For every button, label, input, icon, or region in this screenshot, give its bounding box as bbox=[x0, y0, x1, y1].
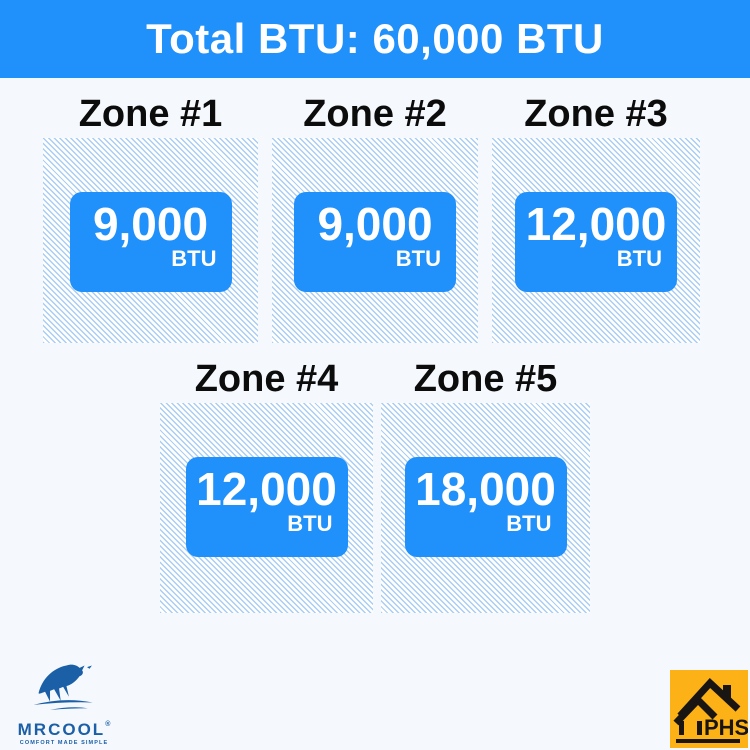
header-banner: Total BTU: 60,000 BTU bbox=[0, 0, 750, 78]
zone-title: Zone #3 bbox=[524, 93, 668, 135]
btu-value: 18,000 bbox=[415, 463, 556, 515]
btu-badge: 18,000 BTU bbox=[404, 457, 567, 557]
mrcool-wordmark: MRCOOL® bbox=[17, 720, 111, 739]
zone-hatch-panel: 9,000 BTU bbox=[272, 138, 478, 343]
btu-badge: 9,000 BTU bbox=[294, 192, 456, 292]
mrcool-logo: MRCOOL® COMFORT MADE SIMPLE bbox=[14, 656, 114, 746]
zone-card-5: Zone #5 18,000 BTU bbox=[381, 358, 590, 613]
btu-unit: BTU bbox=[287, 511, 333, 536]
btu-unit: BTU bbox=[616, 246, 662, 271]
registered-trademark-mark: ® bbox=[105, 721, 111, 728]
zone-card-4: Zone #4 12,000 BTU bbox=[160, 358, 373, 613]
zone-title: Zone #1 bbox=[78, 93, 223, 135]
zone-card-3: Zone #3 12,000 BTU bbox=[492, 93, 700, 343]
zone-card-1: Zone #1 9,000 BTU bbox=[43, 93, 258, 343]
zone-title: Zone #2 bbox=[303, 93, 447, 135]
zone-title: Zone #4 bbox=[194, 358, 339, 400]
mrcool-tagline: COMFORT MADE SIMPLE bbox=[19, 740, 109, 746]
zone-hatch-panel: 12,000 BTU bbox=[160, 403, 373, 613]
zone-card-2: Zone #2 9,000 BTU bbox=[272, 93, 478, 343]
zone-hatch-panel: 18,000 BTU bbox=[381, 403, 590, 613]
btu-badge: 12,000 BTU bbox=[185, 457, 348, 557]
btu-value: 12,000 bbox=[196, 463, 337, 515]
btu-badge: 9,000 BTU bbox=[69, 192, 232, 292]
zone-hatch-panel: 12,000 BTU bbox=[492, 138, 700, 343]
btu-unit: BTU bbox=[506, 511, 552, 536]
btu-value: 9,000 bbox=[92, 198, 209, 250]
phs-logo: PHS bbox=[670, 670, 749, 748]
btu-value: 12,000 bbox=[525, 198, 667, 250]
phs-label: PHS bbox=[704, 715, 748, 740]
zone-title: Zone #5 bbox=[413, 358, 558, 400]
btu-value: 9,000 bbox=[317, 198, 433, 250]
btu-unit: BTU bbox=[171, 246, 217, 271]
polar-bear-icon bbox=[27, 656, 101, 721]
house-roof-icon: PHS bbox=[673, 678, 749, 743]
btu-unit: BTU bbox=[395, 246, 441, 271]
btu-badge: 12,000 BTU bbox=[515, 192, 677, 292]
zone-hatch-panel: 9,000 BTU bbox=[43, 138, 258, 343]
total-btu-title: Total BTU: 60,000 BTU bbox=[146, 15, 604, 62]
